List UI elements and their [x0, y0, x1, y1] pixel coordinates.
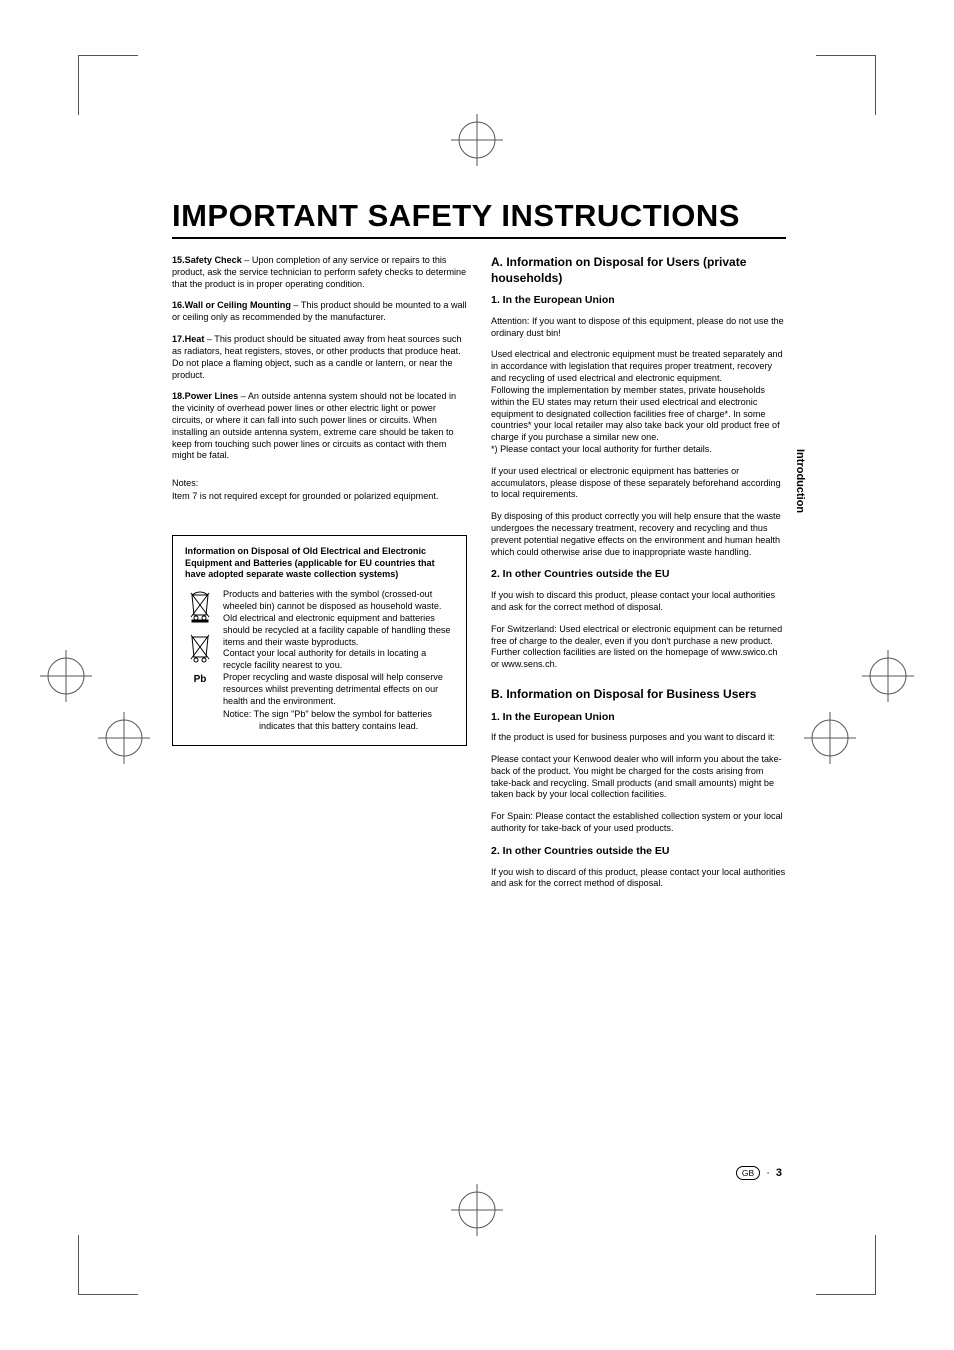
spacer — [172, 513, 467, 527]
side-tab-label: Introduction — [794, 449, 806, 513]
crop-mark-tl — [78, 55, 138, 115]
a1-p3: If your used electrical or electronic eq… — [491, 466, 786, 501]
disposal-p1: Products and batteries with the symbol (… — [223, 589, 454, 613]
right-column: A. Information on Disposal for Users (pr… — [491, 255, 786, 900]
gb-badge: GB — [736, 1166, 760, 1180]
wheeled-bin-icon-2 — [186, 633, 214, 667]
footer-dot: · — [766, 1167, 770, 1179]
item-17-lead: 17.Heat — [172, 334, 204, 344]
page-number: 3 — [776, 1167, 782, 1179]
crop-mark-br — [816, 1235, 876, 1295]
disposal-info-box: Information on Disposal of Old Electrica… — [172, 535, 467, 746]
disposal-box-text: Products and batteries with the symbol (… — [223, 589, 454, 733]
registration-cross-right-inner — [804, 712, 856, 764]
disposal-p3: Contact your local authority for details… — [223, 648, 454, 672]
registration-cross-top — [451, 114, 503, 166]
crop-mark-bl — [78, 1235, 138, 1295]
columns: 15.Safety Check – Upon completion of any… — [172, 255, 786, 900]
item-18-lead: 18.Power Lines — [172, 391, 238, 401]
disposal-p4: Proper recycling and waste disposal will… — [223, 672, 454, 707]
item-17: 17.Heat – This product should be situate… — [172, 334, 467, 381]
a2-p1: If you wish to discard this product, ple… — [491, 590, 786, 614]
item-16: 16.Wall or Ceiling Mounting – This produ… — [172, 300, 467, 324]
page-root: Introduction IMPORTANT SAFETY INSTRUCTIO… — [0, 0, 954, 1350]
page-footer: GB · 3 — [736, 1166, 782, 1180]
pb-label: Pb — [194, 673, 207, 686]
notes-heading: Notes: — [172, 478, 467, 490]
disposal-icons: Pb — [185, 589, 215, 733]
item-17-body: – This product should be situated away f… — [172, 334, 461, 379]
disposal-box-title: Information on Disposal of Old Electrica… — [185, 546, 454, 581]
section-b1-heading: 1. In the European Union — [491, 711, 786, 725]
section-a1-heading: 1. In the European Union — [491, 294, 786, 308]
b2-p1: If you wish to discard of this product, … — [491, 867, 786, 891]
a2-p2: For Switzerland: Used electrical or elec… — [491, 624, 786, 671]
crop-mark-tr — [816, 55, 876, 115]
disposal-notice: Notice: The sign "Pb" below the symbol f… — [223, 709, 454, 733]
disposal-box-row: Pb Products and batteries with the symbo… — [185, 589, 454, 733]
notes-body: Item 7 is not required except for ground… — [172, 491, 467, 503]
a1-p4: By disposing of this product correctly y… — [491, 511, 786, 558]
left-column: 15.Safety Check – Upon completion of any… — [172, 255, 467, 900]
item-15-lead: 15.Safety Check — [172, 255, 242, 265]
item-15: 15.Safety Check – Upon completion of any… — [172, 255, 467, 290]
b1-p2: Please contact your Kenwood dealer who w… — [491, 754, 786, 801]
section-a2-heading: 2. In other Countries outside the EU — [491, 568, 786, 582]
section-b2-heading: 2. In other Countries outside the EU — [491, 845, 786, 859]
item-18-body: – An outside antenna system should not b… — [172, 391, 456, 460]
b1-p3: For Spain: Please contact the establishe… — [491, 811, 786, 835]
item-18: 18.Power Lines – An outside antenna syst… — [172, 391, 467, 462]
disposal-p2: Old electrical and electronic equipment … — [223, 613, 454, 648]
wheeled-bin-icon-1 — [186, 589, 214, 627]
registration-cross-bottom — [451, 1184, 503, 1236]
a1-p2: Used electrical and electronic equipment… — [491, 349, 786, 455]
content-area: IMPORTANT SAFETY INSTRUCTIONS 15.Safety … — [172, 198, 786, 900]
registration-cross-right-outer — [862, 650, 914, 702]
a1-p1: Attention: If you want to dispose of thi… — [491, 316, 786, 340]
page-title: IMPORTANT SAFETY INSTRUCTIONS — [172, 198, 786, 239]
b1-p1: If the product is used for business purp… — [491, 732, 786, 744]
section-a-heading: A. Information on Disposal for Users (pr… — [491, 255, 786, 286]
registration-cross-left-inner — [98, 712, 150, 764]
item-16-lead: 16.Wall or Ceiling Mounting — [172, 300, 291, 310]
registration-cross-left-outer — [40, 650, 92, 702]
section-b-heading: B. Information on Disposal for Business … — [491, 687, 786, 703]
